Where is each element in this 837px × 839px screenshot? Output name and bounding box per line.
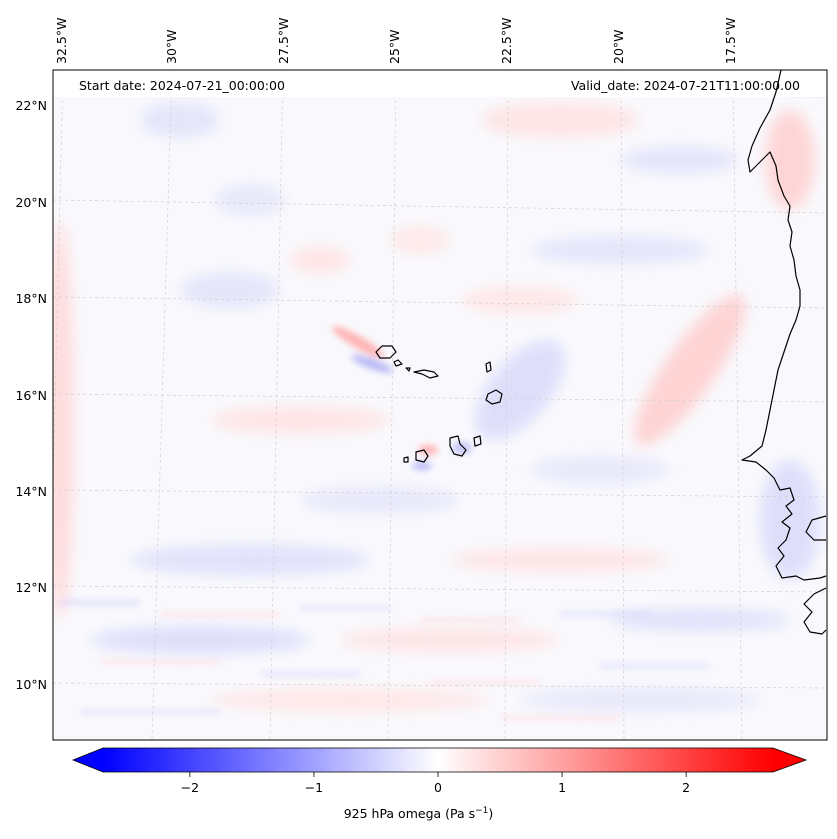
- island-sao-nicolau: [413, 369, 439, 379]
- colorbar-label-unit-exponent: −1: [475, 806, 489, 816]
- colorbar-tick-label: 0: [434, 780, 442, 795]
- island-boa-vista: [485, 389, 503, 405]
- africa-coastline: [741, 70, 827, 581]
- colorbar-label: 925 hPa omega (Pa s−1): [0, 806, 837, 821]
- lon-label: 32.5°W: [54, 18, 69, 64]
- colorbar-outline: [71, 747, 808, 773]
- map-frame: [52, 69, 828, 741]
- island-santa-luzia: [405, 367, 411, 372]
- colorbar: −2 −1 0 1 2: [71, 747, 808, 795]
- lon-label: 20°W: [611, 29, 626, 64]
- colorbar-tick-label: −1: [305, 780, 323, 795]
- gridlines: [53, 70, 827, 740]
- colorbar-tick-label: 2: [682, 780, 690, 795]
- island-brava: [403, 456, 409, 463]
- lat-label: 14°N: [15, 484, 47, 499]
- gridline-lon-30: [151, 70, 173, 740]
- gridline-lon-22-5: [504, 70, 509, 740]
- map-panel: Start date: 2024-07-21_00:00:00 Valid_da…: [52, 69, 828, 741]
- lon-label: 25°W: [387, 29, 402, 64]
- gridline-lon-25: [387, 70, 397, 740]
- header-band: [53, 71, 827, 97]
- colorbar-tick-label: 1: [558, 780, 566, 795]
- gridline-lon-20: [620, 70, 625, 740]
- colorbar-extend-max: [773, 748, 806, 772]
- island-sao-vicente: [393, 359, 403, 367]
- lat-label: 10°N: [15, 677, 47, 692]
- coastline: [741, 70, 827, 635]
- island-maio: [473, 435, 482, 447]
- island-santo-antao: [375, 345, 397, 359]
- lat-tick-labels: 22°N 20°N 18°N 16°N 14°N 12°N 10°N: [15, 98, 47, 692]
- colorbar-ticks: −2 −1 0 1 2: [181, 772, 690, 795]
- lon-label: 27.5°W: [276, 18, 291, 64]
- lon-tick-labels: 32.5°W 30°W 27.5°W 25°W 22.5°W 20°W 17.5…: [54, 18, 738, 64]
- lat-label: 16°N: [15, 388, 47, 403]
- colorbar-label-close: ): [488, 806, 494, 822]
- valid-date-label: Valid_date: 2024-07-21T11:00:00.00: [571, 78, 800, 93]
- lat-label: 18°N: [15, 291, 47, 306]
- lon-label: 17.5°W: [723, 18, 738, 64]
- start-date-label: Start date: 2024-07-21_00:00:00: [79, 78, 285, 93]
- colorbar-gradient: [103, 748, 773, 772]
- colorbar-label-text: 925 hPa omega (Pa s: [343, 806, 476, 822]
- gridline-lon-17-5: [732, 70, 743, 740]
- island-santiago: [449, 435, 467, 457]
- lon-label: 30°W: [164, 29, 179, 64]
- lat-label: 22°N: [15, 98, 47, 113]
- lat-label: 12°N: [15, 580, 47, 595]
- island-sal: [485, 361, 492, 373]
- colorbar-tick-label: −2: [181, 780, 199, 795]
- omega-field: [53, 102, 820, 720]
- guinea-bissau-coast: [805, 515, 827, 541]
- gridline-lon-27-5: [269, 70, 284, 740]
- guinea-coast: [803, 587, 827, 635]
- colorbar-extend-min: [73, 748, 103, 772]
- island-fogo: [415, 449, 429, 463]
- lat-label: 20°N: [15, 195, 47, 210]
- lon-label: 22.5°W: [499, 18, 514, 64]
- cape-verde-islands: [375, 345, 503, 463]
